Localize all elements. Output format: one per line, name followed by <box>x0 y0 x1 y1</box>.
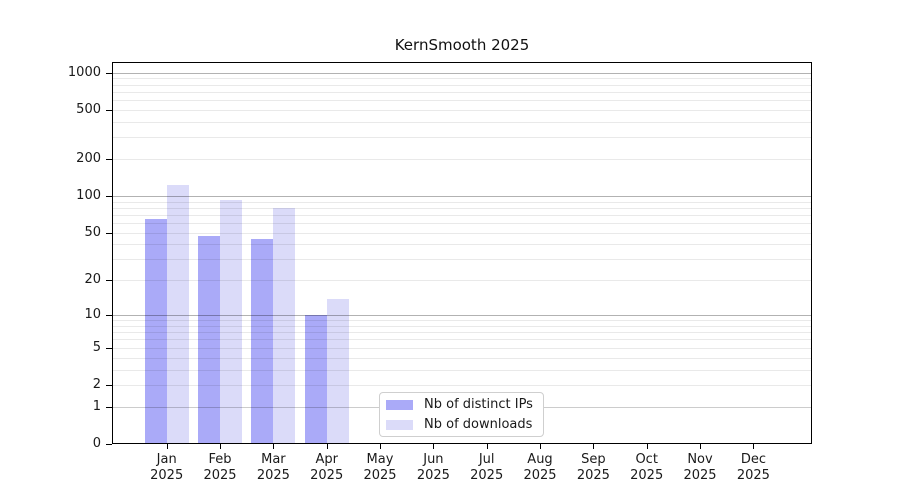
x-tick-label-sep: Sep 2025 <box>576 452 610 483</box>
x-tick-mark-dec <box>753 444 755 449</box>
y-tick-mark-5 <box>106 347 112 349</box>
x-tick-label-dec: Dec 2025 <box>736 452 770 483</box>
legend-swatch-downloads <box>386 419 413 430</box>
bar-apr-downloads <box>326 298 349 444</box>
y-tick-label-200: 200 <box>76 151 101 166</box>
y-tick-mark-0 <box>106 444 112 445</box>
y-tick-mark-200 <box>106 159 112 160</box>
x-tick-label-jun: Jun 2025 <box>416 452 450 483</box>
y-tick-mark-500 <box>106 109 112 111</box>
legend-label-distinct-ips: Nb of distinct IPs <box>424 397 533 412</box>
y-tick-mark-100 <box>106 196 112 197</box>
y-tick-label-1000: 1000 <box>67 64 101 80</box>
x-tick-mark-may <box>380 444 381 449</box>
x-tick-mark-jul <box>486 444 488 449</box>
y-tick-mark-2 <box>106 385 112 386</box>
chart-title: KernSmooth 2025 <box>394 36 530 54</box>
x-tick-mark-jun <box>433 444 435 449</box>
x-tick-label-apr: Apr 2025 <box>310 452 344 483</box>
bar-feb-downloads <box>220 199 242 444</box>
x-tick-mark-aug <box>540 444 541 449</box>
x-tick-label-aug: Aug 2025 <box>523 452 557 483</box>
y-tick-mark-20 <box>106 280 112 282</box>
bar-apr-distinct-ips <box>304 315 327 444</box>
y-tick-label-1: 1 <box>92 398 101 414</box>
bar-mar-downloads <box>273 207 296 444</box>
y-tick-mark-50 <box>106 232 112 234</box>
x-tick-label-feb: Feb 2025 <box>203 452 237 483</box>
y-tick-label-20: 20 <box>84 272 101 288</box>
legend-label-downloads: Nb of downloads <box>424 417 533 432</box>
x-tick-label-may: May 2025 <box>363 452 397 483</box>
x-tick-mark-nov <box>700 444 701 449</box>
y-tick-label-0: 0 <box>92 436 101 451</box>
x-tick-label-oct: Oct 2025 <box>630 452 664 483</box>
legend-item-downloads: Nb of downloads <box>386 417 537 432</box>
bars-layer <box>112 62 812 444</box>
x-tick-label-mar: Mar 2025 <box>256 452 290 483</box>
y-tick-label-100: 100 <box>76 188 101 203</box>
y-tick-label-10: 10 <box>84 307 101 323</box>
x-tick-mark-oct <box>646 444 648 449</box>
x-tick-label-jul: Jul 2025 <box>470 452 504 483</box>
bar-jan-downloads <box>166 184 189 444</box>
x-tick-label-nov: Nov 2025 <box>683 452 717 483</box>
x-tick-label-jan: Jan 2025 <box>150 452 184 483</box>
y-tick-label-2: 2 <box>92 377 101 392</box>
legend: Nb of distinct IPs Nb of downloads <box>379 392 544 437</box>
y-tick-label-50: 50 <box>84 224 101 240</box>
x-tick-mark-jan <box>166 444 168 449</box>
legend-item-distinct-ips: Nb of distinct IPs <box>386 397 537 412</box>
x-tick-mark-mar <box>273 444 275 449</box>
x-tick-mark-sep <box>593 444 595 449</box>
bar-feb-distinct-ips <box>198 235 220 444</box>
x-tick-mark-apr <box>326 444 328 449</box>
legend-swatch-distinct-ips <box>386 399 413 410</box>
y-tick-label-5: 5 <box>92 339 101 355</box>
y-tick-mark-10 <box>106 315 112 317</box>
y-tick-mark-1 <box>106 406 112 408</box>
plot-area <box>112 62 812 444</box>
bar-mar-distinct-ips <box>251 239 274 444</box>
bar-jan-distinct-ips <box>144 218 167 444</box>
x-tick-mark-feb <box>220 444 221 449</box>
y-tick-mark-1000 <box>106 72 112 74</box>
y-tick-label-500: 500 <box>76 101 101 117</box>
